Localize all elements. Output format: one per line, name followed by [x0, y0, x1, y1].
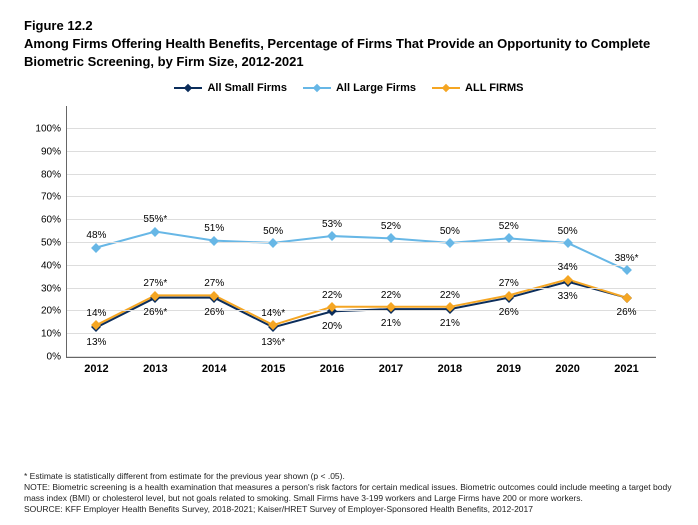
- data-label: 27%*: [143, 278, 167, 289]
- x-axis-label: 2018: [438, 357, 462, 375]
- data-label: 26%: [617, 307, 637, 318]
- y-axis-label: 20%: [41, 306, 67, 317]
- figure-title: Among Firms Offering Health Benefits, Pe…: [24, 35, 674, 70]
- grid-line: [67, 151, 656, 152]
- chart-area: 0% 10% 20% 30% 40% 50% 60% 70% 80% 90% 100% 2012 201…: [24, 100, 674, 380]
- y-axis-label: 90%: [41, 146, 67, 157]
- y-axis-label: 50%: [41, 238, 67, 249]
- grid-line: [67, 196, 656, 197]
- y-axis-label: 0%: [47, 352, 67, 363]
- data-label: 13%*: [261, 337, 285, 348]
- data-label: 52%: [499, 221, 519, 232]
- x-axis-label: 2020: [555, 357, 579, 375]
- data-label: 50%: [558, 226, 578, 237]
- legend-item: All Large Firms: [303, 82, 416, 94]
- plot-region: 0%10%20%30%40%50%60%70%80%90%100%2012201…: [66, 106, 656, 358]
- footnote-note: NOTE: Biometric screening is a health ex…: [24, 482, 674, 504]
- data-label: 26%*: [143, 307, 167, 318]
- data-label: 33%: [558, 291, 578, 302]
- legend-swatch: [432, 83, 460, 93]
- grid-line: [67, 333, 656, 334]
- data-label: 51%: [204, 223, 224, 234]
- legend-label: ALL FIRMS: [465, 82, 523, 94]
- x-axis-label: 2013: [143, 357, 167, 375]
- y-axis-label: 60%: [41, 215, 67, 226]
- chart-legend: All Small Firms All Large Firms ALL FIRMS: [0, 74, 698, 100]
- x-axis-label: 2014: [202, 357, 226, 375]
- grid-line: [67, 128, 656, 129]
- data-label: 53%: [322, 219, 342, 230]
- data-label: 50%: [263, 226, 283, 237]
- x-axis-label: 2015: [261, 357, 285, 375]
- data-label: 26%: [499, 307, 519, 318]
- legend-item: ALL FIRMS: [432, 82, 523, 94]
- data-label: 14%*: [261, 308, 285, 319]
- legend-item: All Small Firms: [174, 82, 286, 94]
- legend-label: All Small Firms: [207, 82, 286, 94]
- x-axis-label: 2021: [614, 357, 638, 375]
- x-axis-label: 2012: [84, 357, 108, 375]
- data-label: 26%: [204, 307, 224, 318]
- data-label: 22%: [440, 290, 460, 301]
- data-label: 48%: [86, 230, 106, 241]
- y-axis-label: 40%: [41, 260, 67, 271]
- data-label: 21%: [440, 318, 460, 329]
- data-label: 14%: [86, 308, 106, 319]
- data-label: 27%: [204, 278, 224, 289]
- data-label: 13%: [86, 337, 106, 348]
- figure-number: Figure 12.2: [24, 18, 674, 33]
- y-axis-label: 80%: [41, 169, 67, 180]
- data-label: 38%*: [615, 253, 639, 264]
- x-axis-label: 2016: [320, 357, 344, 375]
- y-axis-label: 30%: [41, 283, 67, 294]
- grid-line: [67, 174, 656, 175]
- legend-label: All Large Firms: [336, 82, 416, 94]
- chart-footnotes: * Estimate is statistically different fr…: [24, 471, 674, 515]
- data-label: 55%*: [143, 214, 167, 225]
- data-label: 21%: [381, 318, 401, 329]
- chart-header: Figure 12.2 Among Firms Offering Health …: [0, 0, 698, 74]
- data-label: 22%: [381, 290, 401, 301]
- y-axis-label: 100%: [35, 123, 67, 134]
- x-axis-label: 2017: [379, 357, 403, 375]
- footnote-star: * Estimate is statistically different fr…: [24, 471, 674, 482]
- legend-swatch: [174, 83, 202, 93]
- data-label: 27%: [499, 278, 519, 289]
- data-label: 34%: [558, 262, 578, 273]
- y-axis-label: 10%: [41, 329, 67, 340]
- legend-swatch: [303, 83, 331, 93]
- data-label: 22%: [322, 290, 342, 301]
- data-label: 52%: [381, 221, 401, 232]
- y-axis-label: 70%: [41, 192, 67, 203]
- data-label: 50%: [440, 226, 460, 237]
- footnote-source: SOURCE: KFF Employer Health Benefits Sur…: [24, 504, 674, 515]
- data-label: 20%: [322, 321, 342, 332]
- x-axis-label: 2019: [497, 357, 521, 375]
